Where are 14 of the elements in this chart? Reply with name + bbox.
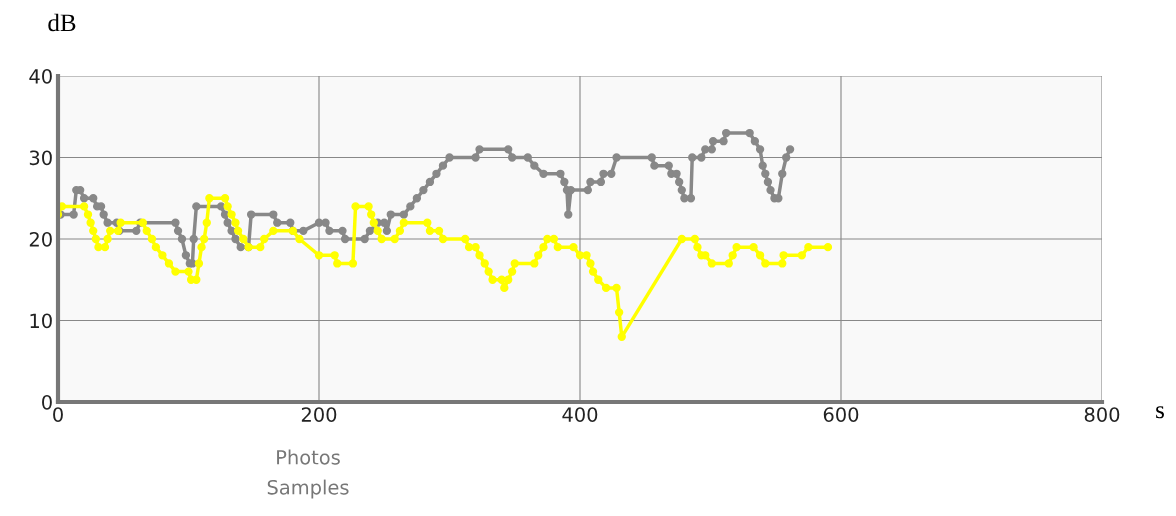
y-tick-label: 20 xyxy=(29,231,52,247)
y-tick-label: 40 xyxy=(29,68,52,84)
y-tick-label: 0 xyxy=(42,394,52,410)
y-tick-label: 10 xyxy=(30,313,52,329)
y-tick-label: 30 xyxy=(29,150,52,166)
x-tick-label: 600 xyxy=(823,407,859,422)
y-axis-title: dB xyxy=(48,13,76,32)
x-tick-label: 800 xyxy=(1084,407,1120,422)
text: Photos xyxy=(277,449,340,465)
x-tick-label: 0 xyxy=(53,407,63,422)
text: Samples xyxy=(267,479,349,499)
x-axis-title: s xyxy=(1156,406,1164,419)
x-tick-label: 400 xyxy=(562,407,598,422)
x-tick-label: 200 xyxy=(301,407,337,422)
